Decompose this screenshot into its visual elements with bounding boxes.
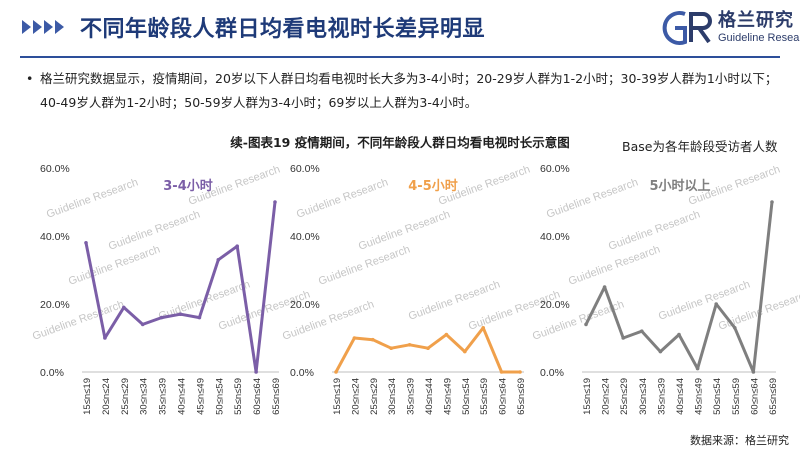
bullet-dot-icon: • bbox=[26, 71, 34, 86]
data-point bbox=[695, 366, 700, 371]
y-tick-label: 40.0% bbox=[540, 231, 570, 243]
watermark-text: Guideline Research bbox=[45, 176, 140, 220]
x-tick-label: 20≤n≤24 bbox=[350, 378, 361, 415]
data-point bbox=[352, 336, 357, 340]
data-point bbox=[751, 370, 756, 374]
x-tick-label: 55≤n≤59 bbox=[233, 378, 244, 415]
y-tick-label: 20.0% bbox=[290, 299, 320, 311]
logo-chinese-name: 格兰研究 bbox=[718, 10, 794, 31]
y-tick-label: 20.0% bbox=[40, 299, 70, 311]
x-tick-label: 55≤n≤59 bbox=[479, 378, 490, 415]
data-point bbox=[444, 332, 449, 337]
page-header: 不同年龄段人群日均看电视时长差异明显 格兰研究 Guideline Resear… bbox=[0, 0, 800, 58]
x-tick-label: 45≤n≤49 bbox=[195, 378, 206, 415]
x-tick-label: 65≤n≤69 bbox=[768, 378, 779, 415]
y-tick-label: 0.0% bbox=[290, 367, 314, 379]
y-tick-label: 0.0% bbox=[40, 367, 64, 379]
data-point bbox=[334, 370, 338, 374]
data-point bbox=[602, 285, 607, 289]
data-point bbox=[714, 302, 718, 306]
summary-text: 格兰研究数据显示，疫情期间，20岁以下人群日均看电视时长大多为3-4小时；20-… bbox=[40, 71, 778, 110]
x-tick-label: 35≤n≤39 bbox=[656, 378, 667, 415]
data-point bbox=[499, 370, 504, 374]
y-tick-label: 20.0% bbox=[540, 299, 570, 311]
x-tick-label: 45≤n≤49 bbox=[442, 378, 453, 415]
data-point bbox=[103, 336, 107, 340]
chart-title: 续-图表19 疫情期间，不同年龄段人群日均看电视时长示意图 bbox=[230, 135, 570, 150]
x-tick-label: 25≤n≤29 bbox=[120, 378, 131, 415]
y-tick-label: 40.0% bbox=[290, 231, 320, 243]
data-point bbox=[197, 315, 202, 320]
title-divider bbox=[20, 56, 780, 58]
data-point bbox=[178, 312, 183, 317]
series-label: 5小时以上 bbox=[649, 178, 710, 194]
x-tick-label: 15≤n≤19 bbox=[82, 378, 93, 415]
data-point bbox=[371, 337, 375, 342]
title-chevrons-icon bbox=[22, 20, 64, 34]
data-point bbox=[733, 326, 737, 330]
x-tick-label: 15≤n≤19 bbox=[582, 378, 593, 415]
x-tick-label: 30≤n≤34 bbox=[139, 378, 150, 415]
page-title: 不同年龄段人群日均看电视时长差异明显 bbox=[80, 17, 486, 42]
data-point bbox=[235, 244, 239, 248]
x-tick-label: 30≤n≤34 bbox=[638, 378, 649, 415]
x-tick-label: 35≤n≤39 bbox=[406, 378, 417, 415]
data-point bbox=[159, 315, 164, 320]
data-point bbox=[658, 349, 663, 354]
data-point bbox=[407, 343, 412, 347]
data-point bbox=[426, 346, 430, 351]
y-tick-label: 60.0% bbox=[540, 163, 570, 175]
watermark-text: Guideline Research bbox=[295, 176, 390, 220]
x-tick-label: 20≤n≤24 bbox=[101, 378, 112, 415]
data-point bbox=[463, 349, 467, 354]
y-tick-label: 60.0% bbox=[40, 163, 70, 175]
x-tick-label: 65≤n≤69 bbox=[516, 378, 527, 415]
x-tick-label: 40≤n≤44 bbox=[675, 378, 686, 415]
data-point bbox=[518, 370, 522, 374]
data-point bbox=[677, 332, 681, 337]
y-tick-label: 60.0% bbox=[290, 163, 320, 175]
x-tick-label: 60≤n≤64 bbox=[749, 378, 760, 415]
base-note: Base为各年龄段受访者人数 bbox=[622, 139, 778, 154]
x-tick-label: 20≤n≤24 bbox=[601, 378, 612, 415]
source-note: 数据来源：格兰研究 bbox=[690, 434, 789, 447]
data-point bbox=[216, 258, 221, 262]
x-tick-label: 45≤n≤49 bbox=[694, 378, 705, 415]
x-tick-label: 50≤n≤54 bbox=[461, 378, 472, 415]
data-point bbox=[273, 200, 277, 204]
logo-mark-icon bbox=[662, 11, 712, 45]
data-point bbox=[140, 322, 145, 327]
series-label: 4-5小时 bbox=[408, 178, 458, 194]
x-tick-label: 50≤n≤54 bbox=[712, 378, 723, 415]
x-tick-label: 30≤n≤34 bbox=[387, 378, 398, 415]
x-tick-label: 50≤n≤54 bbox=[214, 378, 225, 415]
data-point bbox=[621, 336, 625, 340]
data-point bbox=[584, 322, 588, 327]
data-point bbox=[389, 346, 394, 351]
logo-english-name: Guideline Research bbox=[718, 32, 800, 44]
x-tick-label: 25≤n≤29 bbox=[619, 378, 630, 415]
x-tick-label: 35≤n≤39 bbox=[158, 378, 169, 415]
summary-bullet: • 格兰研究数据显示，疫情期间，20岁以下人群日均看电视时长大多为3-4小时；2… bbox=[26, 67, 780, 115]
data-point bbox=[254, 370, 258, 374]
x-tick-label: 60≤n≤64 bbox=[498, 378, 509, 415]
data-point bbox=[122, 305, 126, 310]
series-label: 3-4小时 bbox=[163, 178, 213, 194]
x-tick-label: 15≤n≤19 bbox=[332, 378, 343, 415]
data-point bbox=[84, 241, 88, 245]
x-tick-label: 25≤n≤29 bbox=[369, 378, 380, 415]
x-tick-label: 65≤n≤69 bbox=[271, 378, 282, 415]
x-tick-label: 40≤n≤44 bbox=[424, 378, 435, 415]
data-point bbox=[640, 329, 644, 334]
logo: 格兰研究 Guideline Research bbox=[655, 4, 800, 52]
x-tick-label: 55≤n≤59 bbox=[731, 378, 742, 415]
x-tick-label: 40≤n≤44 bbox=[177, 378, 188, 415]
data-point bbox=[481, 326, 486, 330]
x-tick-label: 60≤n≤64 bbox=[252, 378, 263, 415]
y-tick-label: 0.0% bbox=[540, 367, 564, 379]
watermark-text: Guideline Research bbox=[545, 176, 640, 220]
data-point bbox=[770, 200, 774, 204]
y-tick-label: 40.0% bbox=[40, 231, 70, 243]
